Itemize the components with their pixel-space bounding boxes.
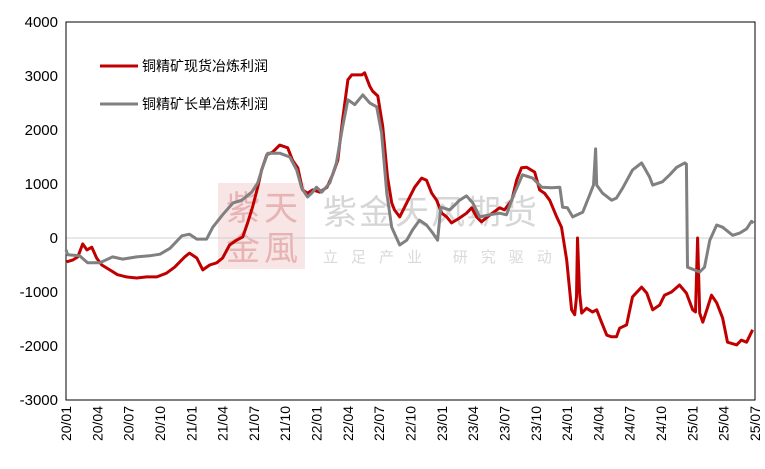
x-tick-label: 24/07 bbox=[622, 406, 638, 441]
x-tick-label: 20/07 bbox=[121, 406, 137, 441]
y-tick-label: -2000 bbox=[20, 338, 58, 355]
y-tick-label: -3000 bbox=[20, 392, 58, 409]
x-tick-label: 21/07 bbox=[246, 406, 262, 441]
x-tick-label: 25/07 bbox=[747, 406, 763, 441]
x-tick-label: 22/10 bbox=[403, 406, 419, 441]
legend: 铜精矿现货冶炼利润 铜精矿长单冶炼利润 bbox=[100, 58, 268, 113]
x-tick-label: 24/04 bbox=[590, 406, 606, 441]
x-tick-label: 21/04 bbox=[215, 406, 231, 441]
x-tick-label: 23/01 bbox=[434, 406, 450, 441]
y-tick-label: 3000 bbox=[25, 68, 58, 85]
y-tick-label: 1000 bbox=[25, 176, 58, 193]
y-tick-label: 0 bbox=[50, 230, 58, 247]
series-group bbox=[64, 71, 755, 347]
x-tick-label: 20/10 bbox=[152, 406, 168, 441]
x-axis: 20/01 20/04 20/07 20/10 21/01 21/04 21/07 21/10… bbox=[58, 406, 763, 441]
y-axis: -3000 -2000 -1000 0 1000 2000 3000 4000 bbox=[20, 14, 58, 409]
legend-label-long-term: 铜精矿长单冶炼利润 bbox=[142, 97, 268, 113]
watermark-seal-char: 天 bbox=[264, 189, 298, 229]
x-tick-label: 22/07 bbox=[371, 406, 387, 441]
x-tick-label: 24/01 bbox=[559, 406, 575, 441]
x-tick-label: 25/04 bbox=[716, 406, 732, 441]
x-tick-label: 25/01 bbox=[684, 406, 700, 441]
x-tick-label: 20/01 bbox=[58, 406, 74, 441]
y-tick-label: 4000 bbox=[25, 14, 58, 31]
series-line-spot-profit bbox=[66, 71, 754, 347]
watermark-slogan: 立足产业 研究驱动 bbox=[323, 248, 565, 266]
x-tick-label: 24/10 bbox=[653, 406, 669, 441]
x-tick-label: 21/01 bbox=[183, 406, 199, 441]
watermark-seal bbox=[218, 183, 305, 269]
x-tick-label: 23/07 bbox=[496, 406, 512, 441]
watermark-seal-char: 風 bbox=[264, 229, 298, 269]
x-tick-label: 22/01 bbox=[309, 406, 325, 441]
series-line-long-term-profit bbox=[64, 93, 755, 274]
x-tick-label: 21/10 bbox=[277, 406, 293, 441]
legend-label-spot: 铜精矿现货冶炼利润 bbox=[142, 58, 268, 75]
x-tick-label: 22/04 bbox=[340, 406, 356, 441]
plot-frame bbox=[65, 21, 756, 401]
y-tick-label: -1000 bbox=[20, 284, 58, 301]
y-tick-label: 2000 bbox=[25, 122, 58, 139]
x-tick-label: 20/04 bbox=[89, 406, 105, 441]
x-tick-label: 23/10 bbox=[528, 406, 544, 441]
x-tick-label: 23/04 bbox=[465, 406, 481, 441]
